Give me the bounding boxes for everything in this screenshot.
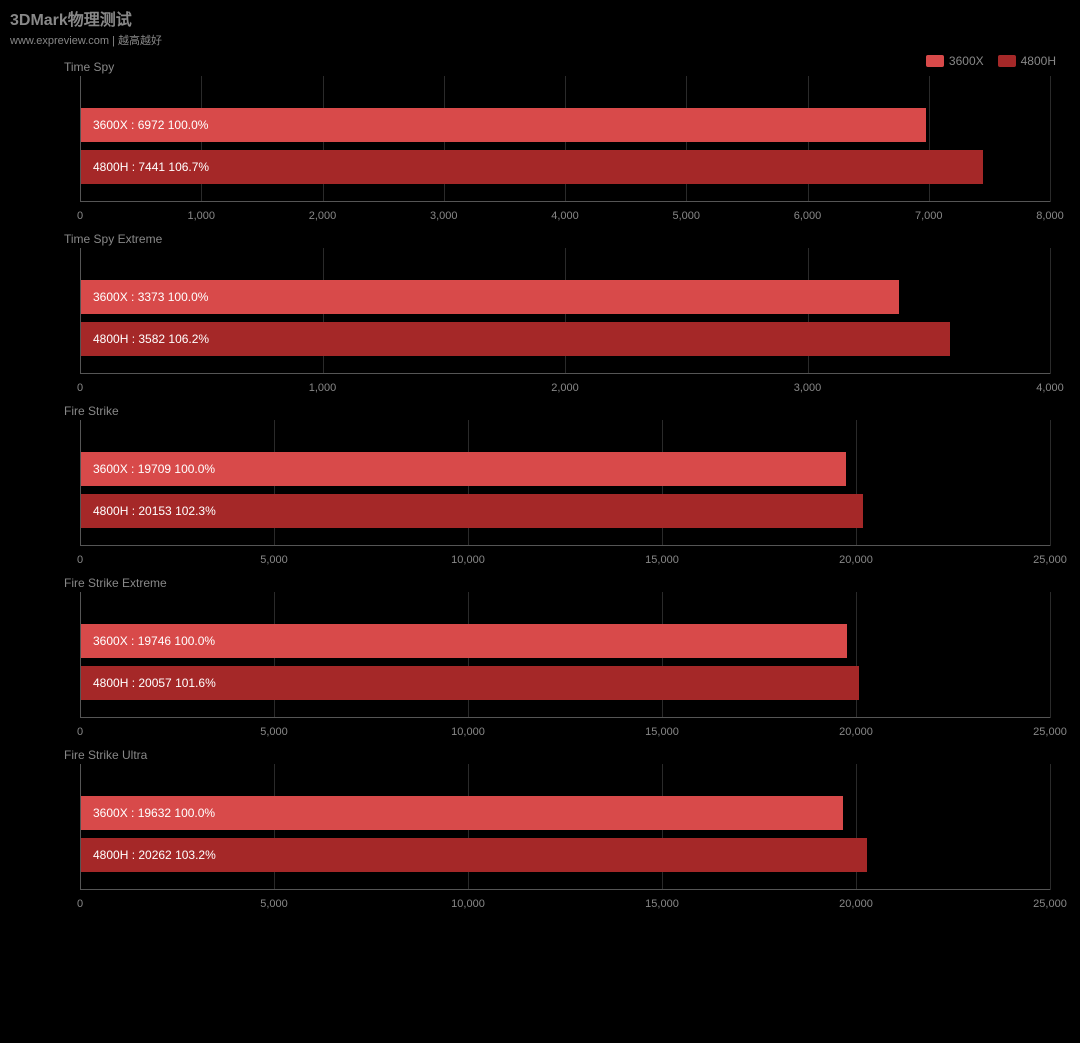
gridline <box>1050 76 1051 202</box>
bar-label: 3600X : 3373 100.0% <box>93 290 208 304</box>
bars-group: 3600X : 19746 100.0% 4800H : 20057 101.6% <box>80 592 1050 718</box>
legend-label: 3600X <box>949 54 984 68</box>
x-tick-label: 8,000 <box>1036 210 1064 222</box>
x-tick-label: 3,000 <box>794 382 822 394</box>
chart-plot: 01,0002,0003,0004,0003600X : 3373 100.0%… <box>80 248 1050 398</box>
legend: 3600X 4800H <box>926 54 1056 68</box>
legend-swatch <box>998 55 1016 67</box>
x-tick-label: 20,000 <box>839 898 873 910</box>
x-tick-label: 15,000 <box>645 726 679 738</box>
bar-label: 4800H : 20262 103.2% <box>93 848 216 862</box>
chart-plot: 05,00010,00015,00020,00025,0003600X : 19… <box>80 764 1050 914</box>
subtitle-sep: | <box>109 35 118 47</box>
bar-label: 4800H : 7441 106.7% <box>93 160 209 174</box>
chart-panel: Fire Strike 0 5,000 10,000 15,000 20,000 25,00… <box>10 404 1070 570</box>
x-tick-label: 10,000 <box>451 898 485 910</box>
bar: 3600X : 19709 100.0% <box>81 452 846 486</box>
x-tick-label: 20,000 <box>839 726 873 738</box>
gridline <box>1050 592 1051 718</box>
x-tick-label: 6,000 <box>794 210 822 222</box>
gridline <box>1050 248 1051 374</box>
bar: 4800H : 3582 106.2% <box>81 322 950 356</box>
x-tick-label: 5,000 <box>260 554 288 566</box>
chart-panel: Fire Strike Ultra 0 5,000 10,000 15,000 20,00… <box>10 748 1070 914</box>
x-tick-label: 25,000 <box>1033 726 1067 738</box>
x-tick-label: 2,000 <box>551 382 579 394</box>
x-tick-label: 20,000 <box>839 554 873 566</box>
bar-label: 3600X : 19746 100.0% <box>93 634 215 648</box>
x-tick-label: 15,000 <box>645 898 679 910</box>
x-tick-label: 5,000 <box>260 726 288 738</box>
bar: 3600X : 3373 100.0% <box>81 280 899 314</box>
bars-group: 3600X : 19632 100.0% 4800H : 20262 103.2% <box>80 764 1050 890</box>
x-tick-label: 7,000 <box>915 210 943 222</box>
bar: 4800H : 7441 106.7% <box>81 150 983 184</box>
chart-plot: 05,00010,00015,00020,00025,0003600X : 19… <box>80 420 1050 570</box>
x-tick-label: 1,000 <box>187 210 215 222</box>
x-tick-label: 0 <box>77 726 83 738</box>
chart-header: 3DMark物理测试 www.expreview.com | 越高越好 <box>0 0 1080 50</box>
bar: 3600X : 6972 100.0% <box>81 108 926 142</box>
page-title: 3DMark物理测试 <box>10 6 1070 30</box>
bar: 4800H : 20057 101.6% <box>81 666 859 700</box>
legend-label: 4800H <box>1021 54 1056 68</box>
bar: 3600X : 19632 100.0% <box>81 796 843 830</box>
x-tick-label: 1,000 <box>309 382 337 394</box>
bars-group: 3600X : 19709 100.0% 4800H : 20153 102.3% <box>80 420 1050 546</box>
legend-item: 3600X <box>926 54 984 68</box>
x-tick-label: 0 <box>77 554 83 566</box>
bars-group: 3600X : 6972 100.0% 4800H : 7441 106.7% <box>80 76 1050 202</box>
x-tick-label: 4,000 <box>551 210 579 222</box>
bars-group: 3600X : 3373 100.0% 4800H : 3582 106.2% <box>80 248 1050 374</box>
x-tick-label: 25,000 <box>1033 898 1067 910</box>
chart-plot: 01,0002,0003,0004,0005,0006,0007,0008,00… <box>80 76 1050 226</box>
chart-title: Time Spy <box>64 60 1070 74</box>
chart-panel: Time Spy Extreme 0 1,000 2,000 3,000 4,000 360… <box>10 232 1070 398</box>
bar-label: 4800H : 20153 102.3% <box>93 504 216 518</box>
chart-panel: Time Spy 0 1,000 2,000 3,000 4,000 5,000 6,000 7… <box>10 60 1070 226</box>
bar-label: 4800H : 3582 106.2% <box>93 332 209 346</box>
subtitle-site: www.expreview.com <box>10 35 109 47</box>
chart-title: Fire Strike Ultra <box>64 748 1070 762</box>
bar: 4800H : 20262 103.2% <box>81 838 867 872</box>
bar-label: 3600X : 19632 100.0% <box>93 806 215 820</box>
chart-title: Fire Strike <box>64 404 1070 418</box>
x-tick-label: 0 <box>77 898 83 910</box>
x-tick-label: 3,000 <box>430 210 458 222</box>
x-tick-label: 2,000 <box>309 210 337 222</box>
legend-swatch <box>926 55 944 67</box>
chart-panel: Fire Strike Extreme 0 5,000 10,000 15,000 20,… <box>10 576 1070 742</box>
x-tick-label: 5,000 <box>260 898 288 910</box>
gridline <box>1050 420 1051 546</box>
x-tick-label: 0 <box>77 210 83 222</box>
x-tick-label: 10,000 <box>451 554 485 566</box>
chart-title: Fire Strike Extreme <box>64 576 1070 590</box>
x-tick-label: 5,000 <box>672 210 700 222</box>
bar-label: 3600X : 19709 100.0% <box>93 462 215 476</box>
x-tick-label: 25,000 <box>1033 554 1067 566</box>
charts-container: Time Spy 0 1,000 2,000 3,000 4,000 5,000 6,000 7… <box>0 50 1080 914</box>
x-tick-label: 4,000 <box>1036 382 1064 394</box>
bar: 4800H : 20153 102.3% <box>81 494 863 528</box>
page-subtitle: www.expreview.com | 越高越好 <box>10 32 1070 48</box>
bar-label: 4800H : 20057 101.6% <box>93 676 216 690</box>
x-tick-label: 10,000 <box>451 726 485 738</box>
bar-label: 3600X : 6972 100.0% <box>93 118 208 132</box>
chart-title: Time Spy Extreme <box>64 232 1070 246</box>
legend-item: 4800H <box>998 54 1056 68</box>
chart-plot: 05,00010,00015,00020,00025,0003600X : 19… <box>80 592 1050 742</box>
bar: 3600X : 19746 100.0% <box>81 624 847 658</box>
x-tick-label: 15,000 <box>645 554 679 566</box>
subtitle-note: 越高越好 <box>118 35 162 47</box>
x-tick-label: 0 <box>77 382 83 394</box>
gridline <box>1050 764 1051 890</box>
